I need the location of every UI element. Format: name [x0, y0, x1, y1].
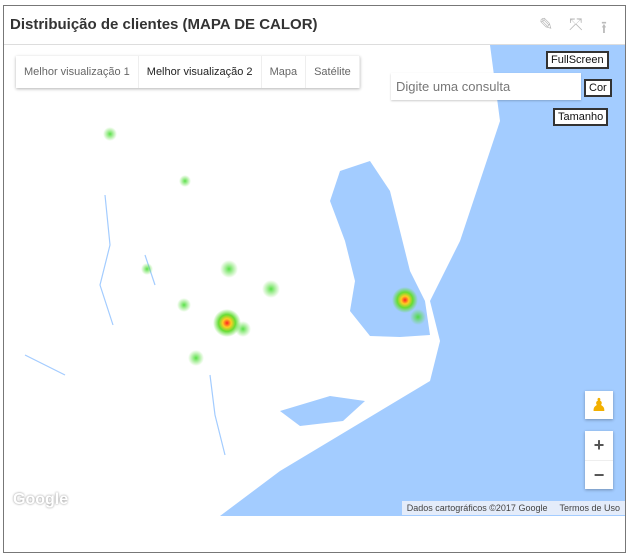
widget-title: Distribuição de clientes (MAPA DE CALOR): [10, 16, 318, 33]
ocean: [220, 45, 625, 516]
map-data-attribution: Dados cartográficos ©2017 Google: [406, 503, 548, 513]
widget-header: Distribuição de clientes (MAPA DE CALOR)…: [4, 6, 625, 45]
rivers: [24, 194, 226, 456]
map-type-option[interactable]: Melhor visualização 1: [16, 56, 139, 88]
map-type-option[interactable]: Mapa: [262, 56, 307, 88]
map-type-option[interactable]: Satélite: [306, 56, 360, 88]
pegman-icon[interactable]: ♟: [585, 391, 613, 419]
terms-link[interactable]: Termos de Uso: [559, 503, 620, 513]
heat-spots: [103, 127, 426, 366]
zoom-out-button[interactable]: −: [593, 465, 605, 485]
fullscreen-icon[interactable]: ⤧: [569, 15, 583, 34]
heat-spot: [220, 260, 238, 278]
zoom-in-button[interactable]: +: [585, 431, 613, 461]
zoom-control: + −: [585, 431, 613, 489]
map-type-control: Melhor visualização 1 Melhor visualizaçã…: [16, 56, 360, 88]
heat-spot: [213, 309, 241, 337]
fullscreen-button[interactable]: FullScreen: [546, 51, 609, 69]
heat-spot: [410, 309, 426, 325]
map-canvas: [24, 45, 625, 516]
google-logo: Google: [13, 491, 69, 508]
color-button[interactable]: Cor: [584, 79, 612, 97]
size-button[interactable]: Tamanho: [553, 108, 609, 126]
search-input[interactable]: Digite uma consulta: [391, 73, 581, 100]
heatmap-map[interactable]: Melhor visualização 1 Melhor visualizaçã…: [5, 45, 625, 516]
south-bay: [280, 396, 365, 426]
heat-spot: [188, 350, 204, 366]
heat-spot: [235, 321, 251, 337]
heat-spot: [179, 175, 191, 187]
heat-spot: [141, 263, 153, 275]
upload-icon[interactable]: ⭱: [601, 18, 607, 37]
attribution-bar: Dados cartográficos ©2017 Google Termos …: [401, 501, 625, 515]
heat-spot: [103, 127, 117, 141]
heat-spot: [177, 298, 191, 312]
pencil-icon[interactable]: ✎: [539, 15, 554, 34]
heat-spot: [392, 287, 418, 313]
map-type-option[interactable]: Melhor visualização 2: [139, 56, 262, 88]
heat-spot: [262, 280, 280, 298]
widget-panel: Distribuição de clientes (MAPA DE CALOR)…: [3, 5, 626, 553]
